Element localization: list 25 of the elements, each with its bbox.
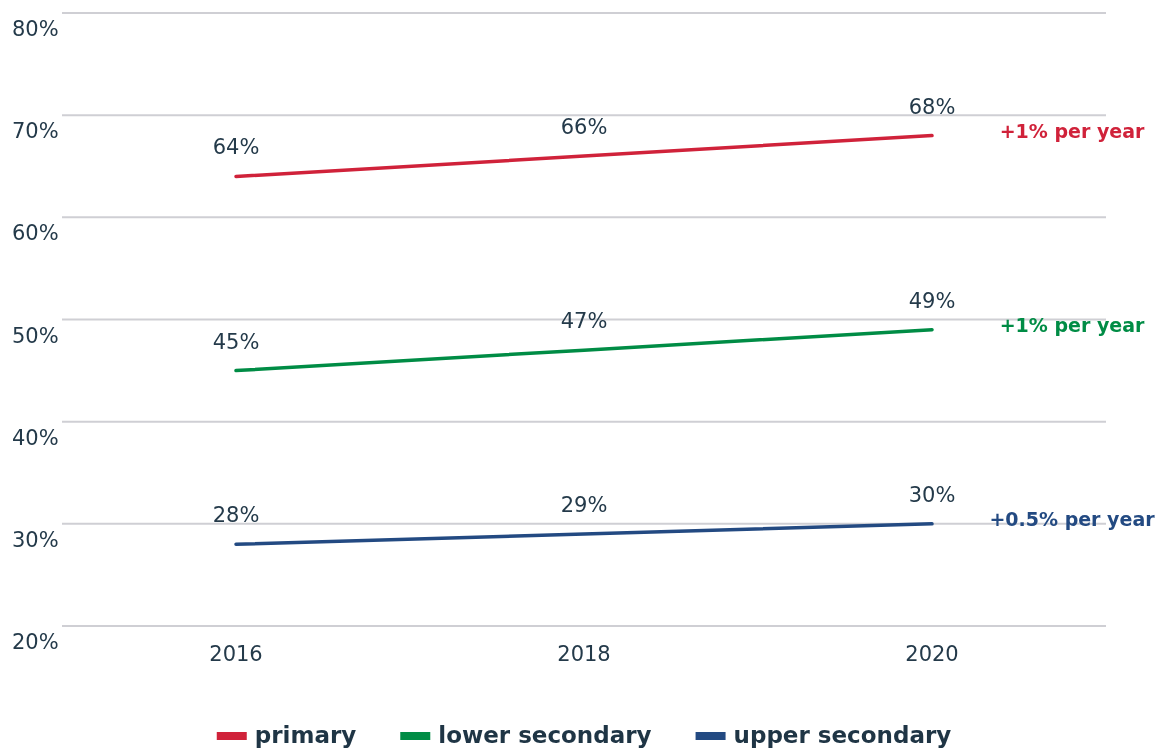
data-label: 68% — [908, 94, 956, 119]
y-tick-label: 80% — [12, 17, 59, 41]
data-label: 49% — [908, 288, 956, 313]
legend-label: primary — [254, 721, 357, 748]
legend-label: lower secondary — [438, 721, 652, 748]
y-tick-label: 60% — [12, 221, 59, 246]
y-tick-label: 40% — [12, 425, 59, 450]
data-label: 29% — [560, 493, 608, 518]
annotation: +0.5% per year — [989, 508, 1156, 531]
data-label: 28% — [212, 503, 260, 528]
data-label: 66% — [560, 115, 608, 140]
data-label: 64% — [212, 135, 260, 160]
y-tick-label: 70% — [12, 119, 59, 144]
x-tick-label: 2020 — [905, 642, 959, 666]
y-tick-label: 20% — [12, 630, 59, 654]
x-tick-label: 2018 — [557, 642, 611, 666]
annotation: +1% per year — [999, 120, 1145, 143]
x-tick-label: 2016 — [209, 642, 263, 666]
annotation: +1% per year — [999, 314, 1145, 337]
data-label: 45% — [212, 329, 260, 354]
data-label: 47% — [560, 309, 608, 334]
y-tick-label: 30% — [12, 527, 59, 552]
y-tick-label: 50% — [12, 323, 59, 348]
data-label: 30% — [908, 482, 956, 507]
legend-label: upper secondary — [733, 721, 952, 748]
